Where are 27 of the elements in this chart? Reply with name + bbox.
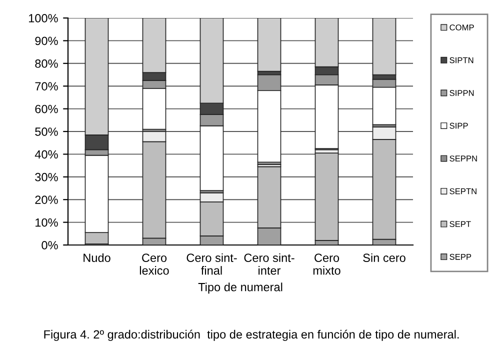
y-tick-label: 80% — [35, 59, 58, 68]
y-tick-label: 10% — [36, 218, 58, 227]
x-tick-label: Sin cero — [363, 253, 406, 262]
legend-label: SEPT — [450, 221, 471, 228]
legend-label: SEPTN — [450, 188, 476, 194]
y-tick-label: 30% — [35, 172, 58, 182]
x-tick-label: Cero mixto — [313, 254, 340, 275]
legend-label: SIPTN — [450, 57, 474, 64]
legend-label: SIPPN — [450, 90, 474, 96]
y-tick-label: 0% — [42, 241, 58, 250]
legend-label: SIPP — [450, 122, 468, 129]
legend-label: COMP — [450, 24, 474, 30]
x-tick-label: Cero lexico — [140, 254, 169, 275]
y-tick-label: 50% — [35, 128, 58, 136]
y-tick-label: 100% — [28, 14, 58, 22]
x-tick-label: Cero sint- final — [186, 253, 237, 275]
y-tick-label: 40% — [34, 150, 58, 159]
x-tick-label: Cero sint- inter — [244, 253, 294, 275]
y-tick-label: 20% — [35, 196, 58, 204]
legend-label: SEPPN — [450, 156, 477, 162]
legend-label: SEPP — [450, 254, 472, 260]
y-tick-label: 70% — [35, 82, 58, 90]
x-tick-label: Nudo — [84, 253, 110, 262]
y-tick-label: 60% — [35, 104, 58, 114]
text: Figura 4. 2º grado:distribución tipo de estrategia en función de tipo de numeral. — [44, 330, 459, 341]
y-tick-label: 90% — [35, 36, 58, 46]
x-axis-title: Tipo de numeral — [198, 282, 282, 294]
